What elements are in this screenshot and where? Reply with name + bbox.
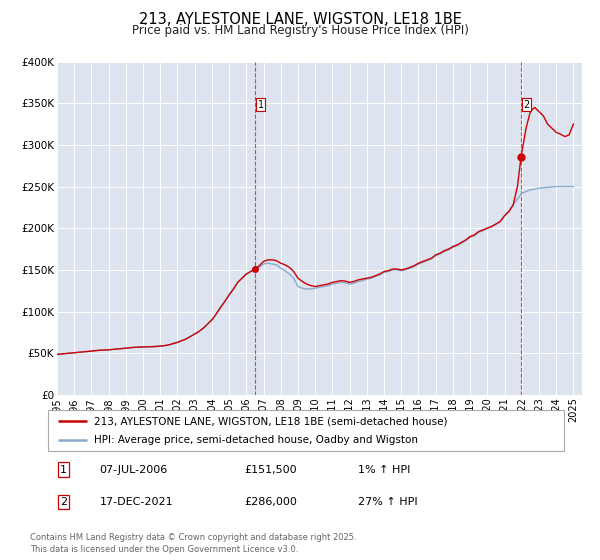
Text: 1: 1 bbox=[60, 465, 67, 475]
Text: 17-DEC-2021: 17-DEC-2021 bbox=[100, 497, 173, 507]
Text: 213, AYLESTONE LANE, WIGSTON, LE18 1BE: 213, AYLESTONE LANE, WIGSTON, LE18 1BE bbox=[139, 12, 461, 27]
Text: Price paid vs. HM Land Registry's House Price Index (HPI): Price paid vs. HM Land Registry's House … bbox=[131, 24, 469, 37]
Text: 2: 2 bbox=[60, 497, 67, 507]
Text: HPI: Average price, semi-detached house, Oadby and Wigston: HPI: Average price, semi-detached house,… bbox=[94, 435, 418, 445]
Text: £151,500: £151,500 bbox=[244, 465, 297, 475]
Text: 27% ↑ HPI: 27% ↑ HPI bbox=[358, 497, 417, 507]
Text: 2: 2 bbox=[524, 100, 530, 110]
Text: Contains HM Land Registry data © Crown copyright and database right 2025.
This d: Contains HM Land Registry data © Crown c… bbox=[30, 533, 356, 554]
Text: £286,000: £286,000 bbox=[244, 497, 297, 507]
FancyBboxPatch shape bbox=[48, 410, 564, 451]
Text: 07-JUL-2006: 07-JUL-2006 bbox=[100, 465, 168, 475]
Text: 1% ↑ HPI: 1% ↑ HPI bbox=[358, 465, 410, 475]
Text: 213, AYLESTONE LANE, WIGSTON, LE18 1BE (semi-detached house): 213, AYLESTONE LANE, WIGSTON, LE18 1BE (… bbox=[94, 417, 448, 426]
Text: 1: 1 bbox=[258, 100, 264, 110]
